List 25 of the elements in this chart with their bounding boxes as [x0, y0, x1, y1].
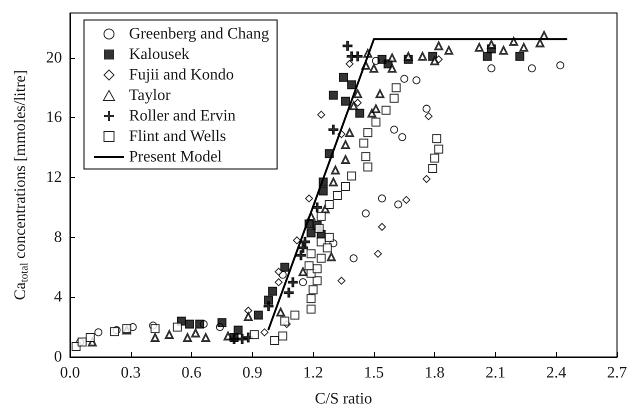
legend-label: Kalousek — [129, 46, 190, 63]
x-tick-label: 0.9 — [242, 364, 262, 382]
legend-label: Fujii and Kondo — [129, 66, 234, 84]
x-tick-label: 0.6 — [182, 364, 202, 382]
x-tick-label: 2.4 — [546, 364, 566, 382]
legend-label: Present Model — [129, 148, 222, 166]
legend-label: Roller and Ervin — [129, 108, 236, 124]
x-tick-label: 0.3 — [120, 364, 141, 382]
legend-label: Taylor — [129, 87, 172, 104]
y-tick-label: 16 — [46, 109, 62, 126]
y-tick-label: 8 — [54, 228, 62, 246]
legend-label: Flint and Wells — [129, 128, 226, 145]
x-tick-label: 1.8 — [424, 364, 445, 382]
y-tick-label: 4 — [54, 288, 62, 306]
y-axis-title: Catotal concentrations [mmoles/litre] — [12, 70, 30, 300]
y-tick-label: 0 — [54, 348, 62, 366]
legend-label: Greenberg and Chang — [129, 26, 270, 42]
y-tick-label: 20 — [46, 49, 62, 66]
x-tick-label: 1.2 — [303, 364, 324, 382]
x-axis-title: C/S ratio — [314, 390, 372, 408]
y-tick-label: 12 — [46, 169, 62, 186]
x-tick-label: 2.1 — [485, 364, 506, 382]
x-tick-label: 1.5 — [364, 364, 384, 382]
x-tick-label: 0.0 — [60, 364, 80, 382]
x-tick-label: 2.7 — [607, 364, 627, 382]
